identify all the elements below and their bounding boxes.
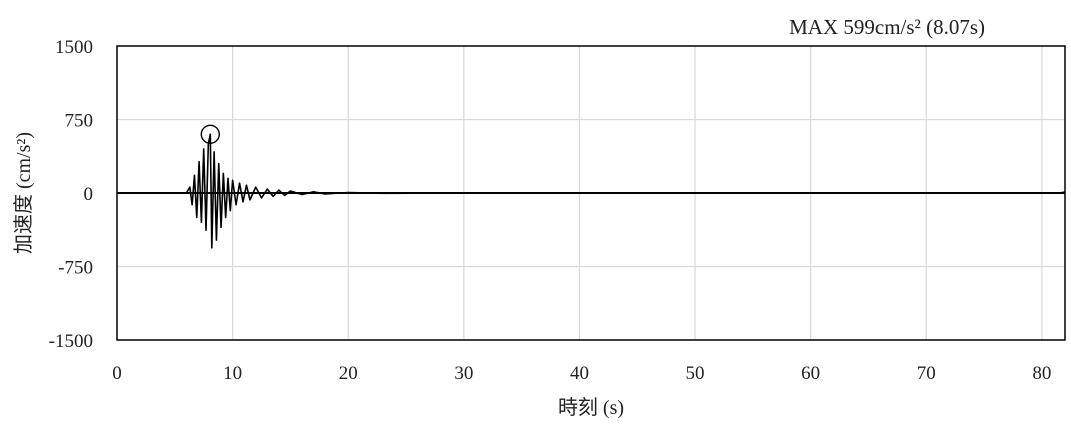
plot-area-frame: [116, 45, 1066, 341]
x-tick-label: 50: [686, 363, 705, 384]
y-tick-label: -1500: [49, 331, 93, 352]
y-tick-label: 0: [84, 184, 94, 205]
y-tick-label: -750: [58, 258, 93, 279]
y-tick-label: 1500: [55, 37, 93, 58]
series-line: [117, 133, 1066, 249]
x-tick-label: 20: [339, 363, 358, 384]
x-tick-labels: 0 10 20 30 40 50 60 70 80: [112, 363, 1051, 384]
peak-marker: [200, 124, 220, 144]
x-tick-label: 80: [1032, 363, 1051, 384]
y-tick-labels: 1500 750 0 -750 -1500: [49, 37, 93, 352]
y-axis-title: 加速度 (cm/s²): [12, 132, 35, 254]
x-tick-label: 0: [112, 363, 122, 384]
series-group: [117, 133, 1066, 249]
x-tick-label: 60: [801, 363, 820, 384]
x-tick-label: 70: [917, 363, 936, 384]
x-tick-label: 10: [223, 363, 242, 384]
x-tick-label: 40: [570, 363, 589, 384]
max-annotation: MAX 599cm/s² (8.07s): [789, 15, 985, 39]
x-tick-label: 30: [454, 363, 473, 384]
y-tick-label: 750: [65, 111, 94, 132]
x-axis-title: 時刻 (s): [558, 396, 624, 419]
